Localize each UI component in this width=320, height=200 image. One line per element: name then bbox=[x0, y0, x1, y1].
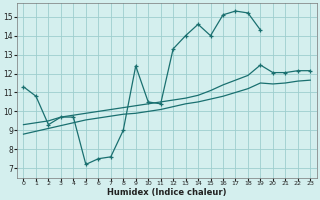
X-axis label: Humidex (Indice chaleur): Humidex (Indice chaleur) bbox=[107, 188, 227, 197]
